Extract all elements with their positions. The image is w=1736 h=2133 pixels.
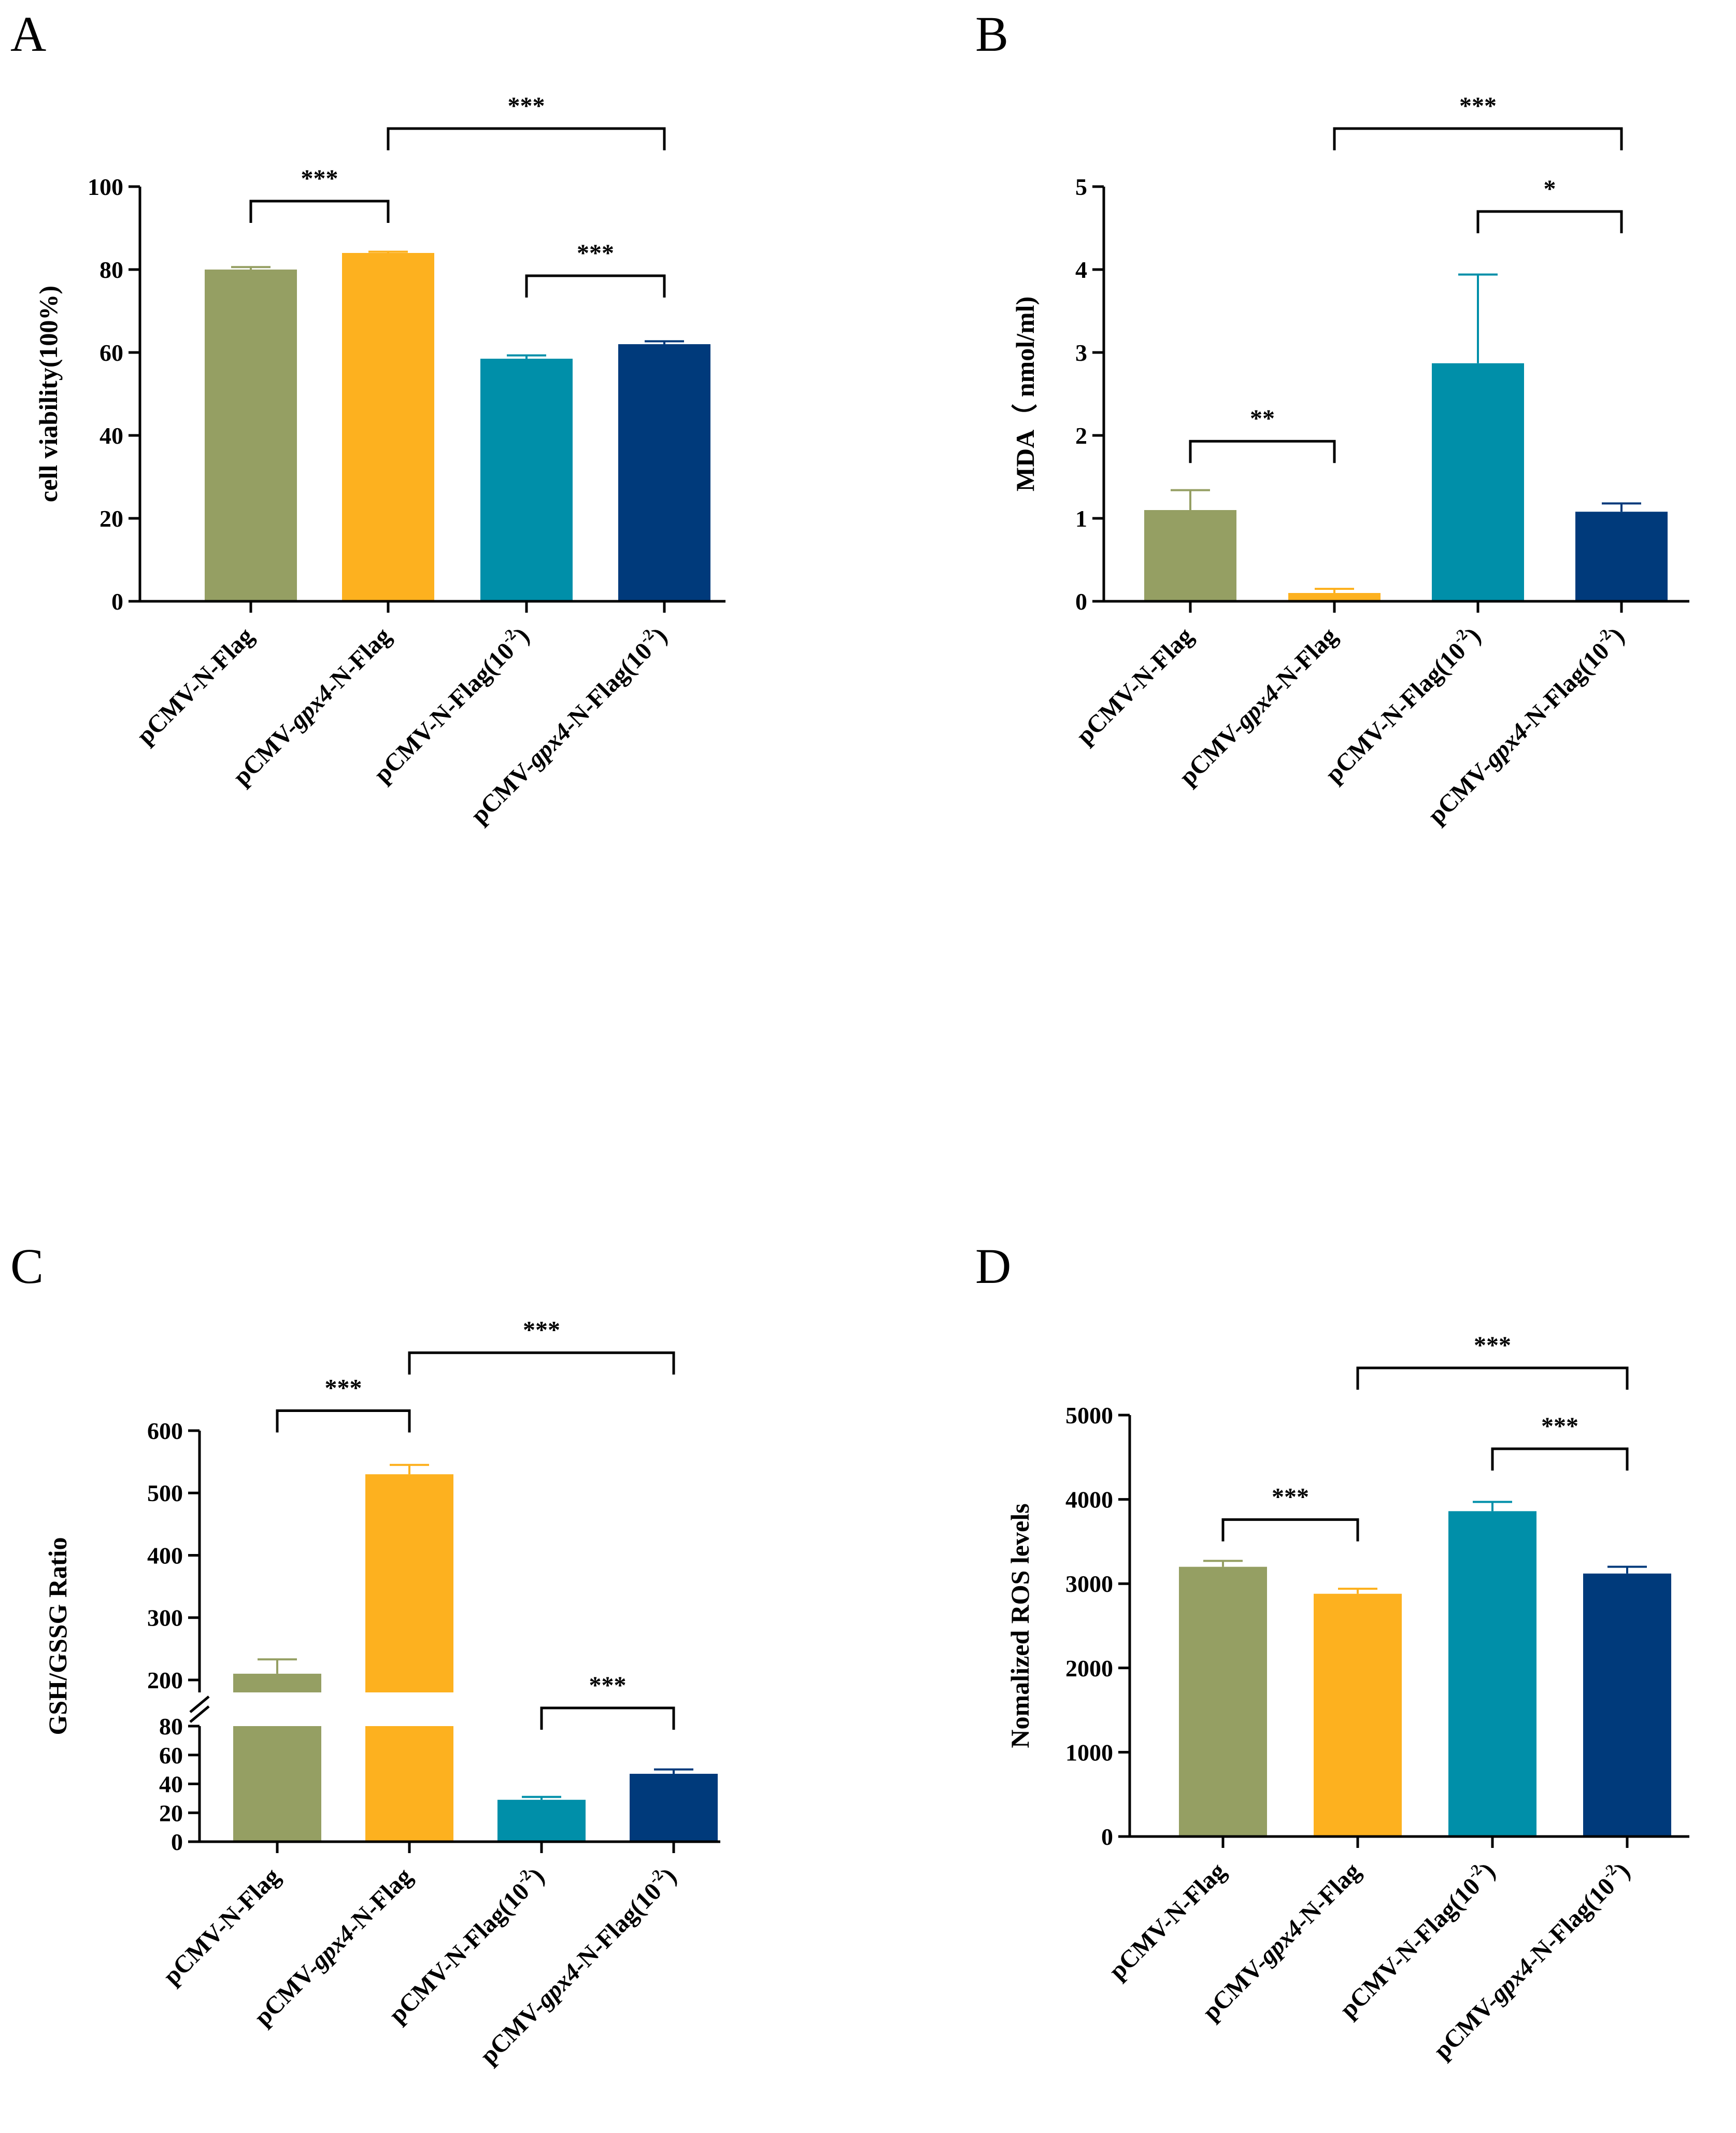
significance-label: * <box>1544 175 1556 203</box>
bar <box>233 1673 321 1692</box>
bar <box>1432 363 1524 601</box>
panel-letter-a: A <box>10 6 46 62</box>
y-tick-label: 600 <box>147 1418 183 1444</box>
y-tick-label: 60 <box>159 1742 183 1769</box>
y-tick-label: 40 <box>159 1771 183 1798</box>
significance-bracket <box>249 200 390 223</box>
significance-label: *** <box>508 92 545 120</box>
y-tick-label: 60 <box>99 340 123 366</box>
significance-label: ** <box>1250 405 1275 432</box>
y-tick-label: 3000 <box>1065 1571 1113 1597</box>
significance-label: *** <box>577 239 614 267</box>
bar <box>618 344 710 601</box>
axis-break-mark <box>189 1705 210 1723</box>
bar <box>1179 1566 1267 1837</box>
significance-bracket <box>276 1409 411 1433</box>
y-axis-label: GSH/GSSG Ratio <box>43 1537 72 1735</box>
y-tick-label: 80 <box>159 1713 183 1740</box>
bar-lower-segment <box>233 1726 321 1842</box>
y-tick-label: 300 <box>147 1605 183 1631</box>
significance-label: *** <box>325 1375 362 1402</box>
significance-label: *** <box>589 1672 627 1699</box>
y-tick-label: 40 <box>99 422 123 449</box>
bar <box>480 359 573 601</box>
y-tick-label: 3 <box>1075 340 1087 366</box>
y-tick-label: 1000 <box>1065 1739 1113 1765</box>
panel-d: 0 1000 2000 3000 4000 5000 Nomalized ROS level… <box>1005 1332 1689 2065</box>
significance-bracket <box>408 1351 675 1375</box>
significance-label: *** <box>301 165 338 192</box>
significance-bracket <box>525 274 666 298</box>
bar <box>205 270 297 601</box>
y-tick-label: 100 <box>88 174 123 200</box>
y-axis-label: MDA（ nmol/ml) <box>1011 296 1040 491</box>
x-category-label: pCMV-N-Flag <box>158 1862 286 1990</box>
significance-bracket <box>1491 1447 1629 1471</box>
bar <box>365 1474 453 1692</box>
significance-bracket <box>1356 1366 1629 1390</box>
significance-bracket <box>1189 440 1336 463</box>
x-category-label: pCMV-N-Flag <box>132 622 259 750</box>
axis-break-mark <box>189 1696 210 1713</box>
bar <box>630 1773 718 1842</box>
panel-letter-b: B <box>975 6 1008 62</box>
significance-bracket <box>1476 210 1623 233</box>
y-tick-label: 20 <box>99 505 123 532</box>
y-tick-label: 400 <box>147 1542 183 1569</box>
y-tick-label: 200 <box>147 1667 183 1693</box>
significance-label: *** <box>1459 92 1497 120</box>
panel-letter-d: D <box>975 1238 1011 1294</box>
bar <box>1314 1593 1402 1837</box>
x-category-label: pCMV-N-Flag <box>1104 1857 1231 1985</box>
significance-label: *** <box>1272 1484 1309 1511</box>
bar <box>1288 593 1381 601</box>
y-tick-label: 0 <box>111 588 123 615</box>
y-tick-label: 80 <box>99 257 123 283</box>
significance-label: *** <box>1541 1412 1578 1440</box>
bar <box>1448 1511 1536 1837</box>
panel-a: 0 20 40 60 80 100 cell viability(100%) pCMV-N-F… <box>34 92 725 829</box>
panel-b: 0 1 2 3 4 5 MDA（ nmol/ml) pCMV-N-FlagpCMV-gpx4-… <box>1011 92 1689 829</box>
y-tick-label: 0 <box>171 1829 183 1855</box>
y-tick-label: 0 <box>1101 1824 1113 1850</box>
y-tick-label: 2 <box>1075 422 1087 449</box>
bar <box>497 1800 586 1842</box>
bar <box>1583 1573 1671 1837</box>
significance-bracket <box>1333 127 1623 150</box>
y-tick-label: 500 <box>147 1480 183 1506</box>
y-axis-label: cell viability(100%) <box>34 286 63 502</box>
y-tick-label: 2000 <box>1065 1655 1113 1682</box>
x-category-label: pCMV-gpx4-N-Flag <box>1174 622 1342 790</box>
panel-letter-c: C <box>10 1238 44 1294</box>
significance-label: *** <box>523 1317 560 1344</box>
y-tick-label: 0 <box>1075 588 1087 615</box>
y-tick-label: 4000 <box>1065 1487 1113 1513</box>
x-category-label: pCMV-N-Flag <box>1071 622 1199 750</box>
bar <box>1144 510 1236 601</box>
significance-bracket <box>1221 1518 1359 1542</box>
bar <box>1575 512 1668 601</box>
y-axis-label: Nomalized ROS levels <box>1005 1503 1034 1748</box>
y-tick-label: 5 <box>1075 174 1087 200</box>
x-category-label: pCMV-N-Flag(10-2) <box>1318 620 1486 788</box>
significance-bracket <box>540 1706 675 1730</box>
significance-label: *** <box>1474 1332 1511 1359</box>
y-tick-label: 4 <box>1075 257 1087 283</box>
y-tick-label: 20 <box>159 1800 183 1826</box>
bar-lower-segment <box>365 1726 453 1842</box>
significance-bracket <box>387 127 666 150</box>
y-tick-label: 5000 <box>1065 1402 1113 1429</box>
bar <box>342 253 434 601</box>
y-tick-label: 1 <box>1075 505 1087 532</box>
